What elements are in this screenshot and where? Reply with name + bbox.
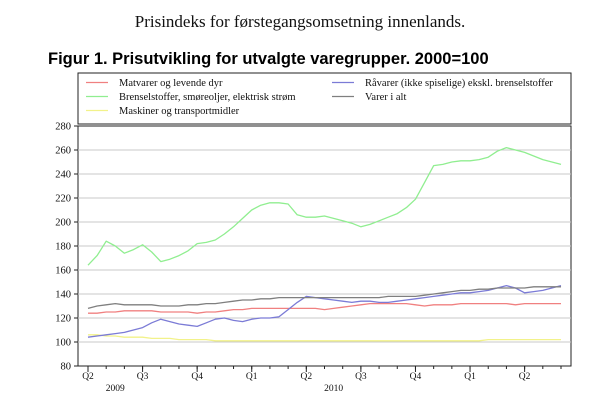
gridlines xyxy=(78,149,571,343)
x-tick-label: Q3 xyxy=(355,372,367,382)
legend-label: Maskiner og transportmidler xyxy=(119,106,240,117)
y-tick-label: 260 xyxy=(55,146,71,157)
y-tick-label: 80 xyxy=(61,362,72,373)
legend-label: Brenselstoffer, smøreoljer, elektrisk st… xyxy=(119,92,296,103)
series-line-0 xyxy=(88,302,561,314)
y-tick-label: 200 xyxy=(55,218,71,229)
page-header-title: Prisindeks for førstegangsomsetning inne… xyxy=(134,12,466,31)
x-tick-label: Q2 xyxy=(300,372,312,382)
x-tick-label: Q1 xyxy=(246,372,258,382)
x-tick-label: Q4 xyxy=(191,372,203,382)
y-tick-label: 180 xyxy=(55,242,71,253)
x-tick-label: Q1 xyxy=(464,372,476,382)
y-tick-label: 220 xyxy=(55,194,71,205)
series-line-1 xyxy=(87,146,562,266)
legend-box xyxy=(77,72,572,125)
y-tick-label: 140 xyxy=(55,290,71,301)
x-tick-label: Q3 xyxy=(137,372,149,382)
chart-title: Figur 1. Prisutvikling for utvalgte vare… xyxy=(48,50,489,68)
x-tick-label: Q2 xyxy=(519,372,531,382)
x-year-label: 2010 xyxy=(324,384,343,394)
y-tick-label: 240 xyxy=(55,170,71,181)
x-tick-label: Q4 xyxy=(410,372,422,382)
y-tick-label: 120 xyxy=(55,314,71,325)
legend-label: Varer i alt xyxy=(365,92,406,103)
x-tick-label: Q2 xyxy=(82,372,94,382)
legend-label: Råvarer (ikke spiselige) ekskl. brensels… xyxy=(365,78,553,89)
legend-label: Matvarer og levende dyr xyxy=(119,78,223,89)
y-tick-label: 160 xyxy=(55,266,71,277)
x-year-label: 2009 xyxy=(106,384,125,394)
series-lines xyxy=(87,146,562,342)
series-line-2 xyxy=(88,334,561,342)
y-tick-label: 280 xyxy=(55,122,71,133)
y-axis: 80 100 120 140 160 180 200 220 240 260 280 xyxy=(55,122,78,373)
legend: Matvarer og levende dyr Brenselstoffer, s… xyxy=(86,78,553,117)
x-axis: Q2 Q3 Q4 Q1 Q2 Q3 Q4 Q1 Q2 2009 2010 xyxy=(82,366,562,394)
series-line-4 xyxy=(87,286,561,310)
series-line-3 xyxy=(87,284,562,338)
y-tick-label: 100 xyxy=(55,338,71,349)
